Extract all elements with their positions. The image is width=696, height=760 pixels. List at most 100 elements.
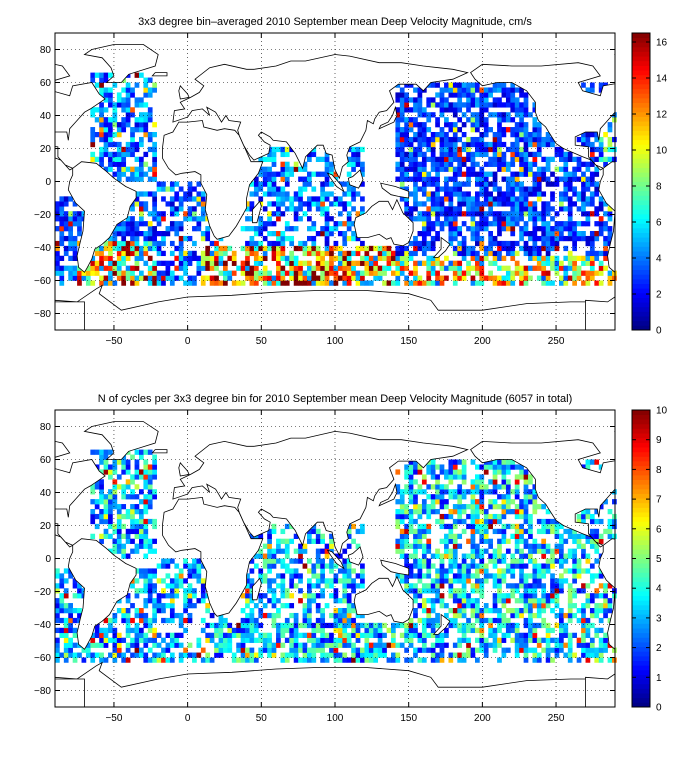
data-cell <box>536 573 542 579</box>
data-cell <box>532 583 538 589</box>
data-cell <box>510 132 516 138</box>
data-cell <box>333 608 339 614</box>
data-cell <box>360 255 365 261</box>
data-cell <box>404 513 409 520</box>
data-cell <box>333 201 339 207</box>
data-cell <box>461 201 467 207</box>
data-cell <box>426 112 432 118</box>
data-cell <box>483 538 489 544</box>
data-cell <box>333 226 339 232</box>
data-cell <box>346 201 352 207</box>
colorbar-segment <box>632 74 650 80</box>
data-cell <box>152 518 157 525</box>
data-cell <box>421 221 427 227</box>
data-cell <box>514 141 520 148</box>
data-cell <box>99 632 104 638</box>
data-cell <box>554 146 560 153</box>
data-cell <box>125 240 131 247</box>
data-cell <box>421 231 427 237</box>
data-cell <box>156 603 162 609</box>
data-cell <box>311 250 317 257</box>
data-cell <box>116 245 122 252</box>
data-cell <box>236 627 241 634</box>
data-cell <box>576 196 582 202</box>
data-cell <box>505 489 511 495</box>
data-cell <box>435 464 440 470</box>
data-cell <box>479 593 485 599</box>
data-cell <box>519 642 524 648</box>
data-cell <box>510 107 516 113</box>
data-cell <box>99 122 104 128</box>
data-cell <box>444 191 449 197</box>
data-cell <box>99 484 104 490</box>
data-cell <box>541 255 547 261</box>
data-cell <box>324 161 330 167</box>
data-cell <box>567 612 573 619</box>
data-cell <box>112 499 118 505</box>
data-cell <box>448 201 454 207</box>
data-cell <box>452 146 458 153</box>
data-cell <box>550 637 555 643</box>
data-cell <box>492 97 498 103</box>
data-cell <box>209 255 215 261</box>
data-cell <box>528 245 533 252</box>
data-cell <box>514 270 520 276</box>
data-cell <box>178 221 184 227</box>
data-cell <box>444 275 449 281</box>
data-cell <box>430 622 436 629</box>
data-cell <box>444 553 449 559</box>
data-cell <box>536 657 542 663</box>
data-cell <box>351 161 356 167</box>
data-cell <box>461 573 467 579</box>
data-cell <box>483 146 489 153</box>
data-cell <box>311 573 317 579</box>
data-cell <box>607 598 613 604</box>
data-cell <box>479 563 485 569</box>
data-cell <box>192 275 197 281</box>
coastline-iceland <box>151 72 168 77</box>
data-cell <box>532 127 538 133</box>
data-cell <box>501 265 507 271</box>
data-cell <box>475 474 480 480</box>
data-cell <box>302 280 308 286</box>
data-cell <box>479 245 485 252</box>
data-cell <box>399 255 405 261</box>
data-cell <box>315 608 321 614</box>
data-cell <box>108 136 113 143</box>
data-cell <box>214 622 219 629</box>
data-cell <box>245 216 250 222</box>
data-cell <box>346 573 352 579</box>
data-cell <box>63 657 69 663</box>
data-cell <box>262 166 268 172</box>
data-cell <box>439 206 445 212</box>
data-cell <box>134 543 140 549</box>
data-cell <box>59 206 65 212</box>
coastline-new-guinea <box>380 559 410 576</box>
data-cell <box>360 280 365 286</box>
data-cell <box>329 255 334 261</box>
data-cell <box>320 226 325 232</box>
data-cell <box>333 657 339 663</box>
data-cell <box>536 265 542 271</box>
data-cell <box>298 240 303 247</box>
data-cell <box>187 191 193 197</box>
data-cell <box>435 186 440 192</box>
data-cell <box>404 166 409 172</box>
data-cell <box>488 270 493 276</box>
data-cell <box>510 87 516 93</box>
data-cell <box>510 240 516 247</box>
data-cell <box>426 484 432 490</box>
data-cell <box>545 240 551 247</box>
data-cell <box>457 226 463 232</box>
data-cell <box>293 647 299 653</box>
coastline-north-america <box>55 63 106 171</box>
data-cell <box>382 632 387 638</box>
cycles-panel: N of cycles per 3x3 degree bin for 2010 … <box>34 393 668 724</box>
cycles-x-ticks: −50 0 50 100 150 200 250 <box>105 410 565 724</box>
data-cell <box>68 603 73 609</box>
data-cell <box>302 603 308 609</box>
data-cell <box>470 127 476 133</box>
data-cell <box>360 652 365 658</box>
data-cell <box>178 196 184 202</box>
data-cell <box>147 518 153 525</box>
